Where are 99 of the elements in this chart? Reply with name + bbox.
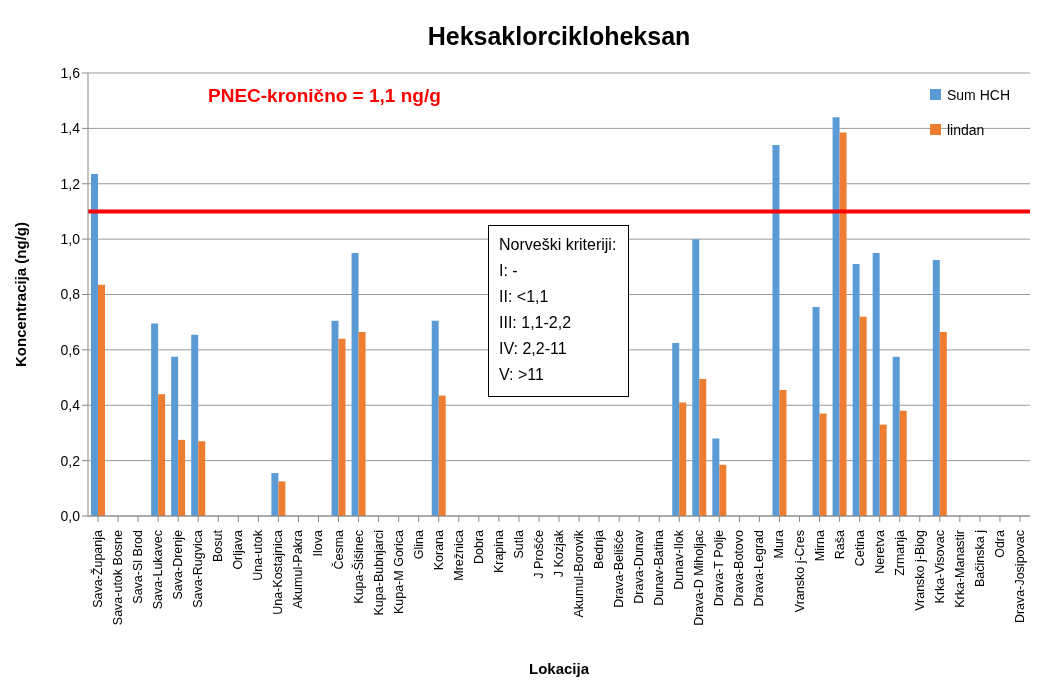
x-tick-label: Vransko j-Cres: [792, 530, 807, 613]
bar: [351, 252, 359, 516]
x-tick-label: Sava-Rugvica: [191, 529, 206, 608]
y-tick-label: 0,6: [60, 341, 81, 358]
bar: [151, 323, 159, 516]
x-tick-label: Drava-D Miholjac: [692, 530, 707, 626]
x-tick-label: Odra: [992, 529, 1007, 558]
bar: [819, 413, 827, 516]
x-tick-label: Raša: [832, 529, 847, 560]
legend-label: lindan: [946, 121, 985, 138]
x-tick-label: Krka-Visovac: [932, 530, 947, 604]
chart-title: Heksaklorcikloheksan: [426, 22, 692, 51]
x-tick-label: Mura: [772, 529, 787, 559]
x-tick-label: Dunav-Ilok: [672, 529, 687, 590]
x-tick-label: Bosut: [211, 529, 226, 562]
bar: [198, 441, 206, 516]
x-tick-label: J Kozjak: [552, 529, 566, 578]
y-axis-title: Koncentracija (ng/g): [12, 221, 30, 368]
x-tick-label: Drava-Belišće: [612, 529, 627, 608]
bar: [171, 356, 179, 516]
x-tick-label: Neretva: [872, 529, 887, 574]
y-tick-label: 0,2: [60, 452, 81, 469]
y-tick-label: 1,6: [60, 64, 81, 81]
y-tick-label: 1,0: [60, 231, 81, 248]
bar: [338, 338, 346, 516]
x-tick-label: Akumul-Pakra: [291, 529, 306, 609]
bar: [679, 402, 687, 516]
bar: [178, 439, 186, 516]
bar: [892, 356, 900, 516]
x-tick-label: Zrmanja: [892, 529, 907, 576]
x-tick-label: Drava-Legrad: [752, 529, 767, 607]
bar: [712, 438, 720, 516]
bar: [859, 316, 867, 516]
bar: [699, 378, 707, 516]
x-tick-label: Krka-Manastir: [952, 530, 967, 608]
x-tick-label: Korana: [431, 529, 446, 571]
x-tick-label: Dunav-Batina: [652, 529, 667, 606]
bar: [672, 342, 680, 516]
bar: [191, 334, 199, 516]
x-tick-label: Kupa-Šišinec: [350, 530, 366, 604]
x-tick-label: Bednja: [592, 529, 607, 569]
bar: [358, 331, 366, 516]
x-tick-label: Vransko j-Biog: [912, 529, 927, 611]
x-tick-label: Drava-Dunav: [632, 529, 647, 604]
x-tick-label: J Prošće: [531, 529, 546, 579]
x-tick-label: Sava-Lukavec: [151, 530, 166, 610]
legend-label: Sum HCH: [946, 86, 1010, 103]
y-tick-label: 1,4: [60, 120, 81, 137]
x-axis-title: Lokacija: [528, 660, 590, 677]
x-tick-label: Una-utok: [251, 529, 266, 581]
bar: [839, 132, 847, 516]
x-tick-label: Ilova: [311, 529, 326, 557]
bar: [832, 117, 840, 516]
x-tick-label: Mrežnica: [451, 529, 466, 581]
bar: [879, 424, 887, 516]
x-tick-label: Sava-Drenje: [171, 529, 186, 600]
bar: [812, 306, 820, 516]
x-tick-label: Sava-utok Bosne: [111, 529, 126, 626]
bar: [772, 144, 780, 516]
x-tick-label: Bačinska j: [972, 530, 987, 587]
bar: [331, 320, 339, 516]
bar: [872, 252, 880, 516]
bar: [932, 259, 940, 516]
bar: [779, 390, 787, 516]
bar: [852, 264, 860, 516]
y-tick-label: 0,8: [60, 286, 81, 303]
x-tick-label: Cetina: [852, 529, 867, 567]
x-tick-label: Mirna: [812, 529, 827, 562]
bar: [692, 239, 700, 516]
y-tick-label: 1,2: [60, 175, 81, 192]
x-tick-label: Sutla: [511, 529, 526, 559]
x-tick-label: Drava-Josipovac: [1012, 530, 1027, 624]
x-tick-label: Sava-Županja: [90, 529, 106, 608]
x-tick-label: Sava-Sl Brod: [131, 529, 146, 604]
x-tick-label: Drava-Botovo: [732, 529, 747, 607]
x-tick-label: Glina: [411, 529, 426, 560]
y-tick-label: 0,4: [60, 397, 81, 414]
x-tick-label: Akumul-Borovik: [572, 529, 587, 618]
bar: [719, 464, 727, 516]
ref-line-label: PNEC-kronično = 1,1 ng/g: [208, 85, 441, 107]
bar: [271, 473, 279, 516]
bar: [939, 331, 947, 516]
bar: [278, 481, 286, 516]
y-tick-label: 0,0: [60, 507, 81, 524]
x-tick-label: Orljava: [231, 529, 246, 570]
annotation: Norveški kriteriji: I: - II: <1,1 III: 1,1-2,2 IV: 2,2-11 V: >11: [488, 225, 630, 398]
bar: [438, 395, 446, 516]
bar: [431, 320, 439, 516]
x-tick-label: Kupa-M Gorica: [391, 529, 406, 615]
x-tick-label: Dobra: [471, 529, 486, 565]
x-tick-label: Kupa-Bubnjarci: [371, 530, 386, 616]
x-tick-label: Česma: [330, 529, 346, 570]
bar: [899, 410, 907, 516]
bar: [91, 174, 98, 516]
x-tick-label: Una-Kostajnica: [271, 529, 286, 615]
bar: [98, 284, 105, 516]
x-tick-label: Drava-T Polje: [712, 529, 727, 607]
bar: [158, 394, 166, 516]
x-tick-label: Krapina: [491, 529, 506, 574]
